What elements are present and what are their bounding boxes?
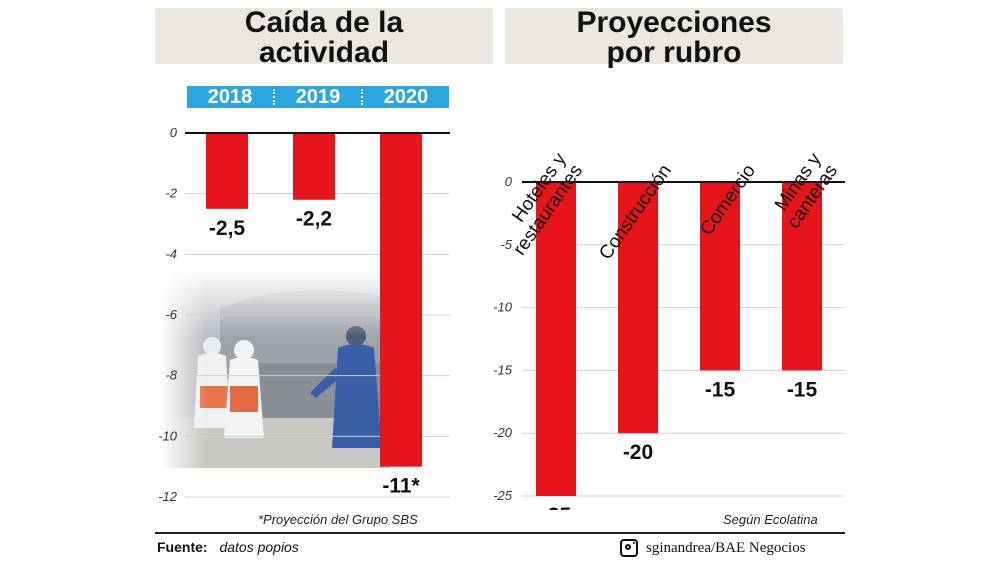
bar xyxy=(700,182,740,371)
y-tick-label: -10 xyxy=(493,300,513,315)
bar xyxy=(206,133,248,209)
y-tick-label: -10 xyxy=(158,428,178,443)
credit-text: sginandrea/BAE Negocios xyxy=(646,539,806,556)
bar xyxy=(293,133,335,200)
left-chart-title: Caída de la actividad xyxy=(155,6,493,68)
right-title-line-1: Proyecciones xyxy=(576,6,772,39)
footer-credit: sginandrea/BAE Negocios xyxy=(620,539,806,557)
bar-value-label: -20 xyxy=(623,441,653,464)
source-value: datos popios xyxy=(219,539,299,555)
year-divider xyxy=(273,89,275,105)
y-tick-label: 0 xyxy=(505,174,513,189)
year-header-bar: 2018 2019 2020 xyxy=(187,86,449,108)
left-title-line-1: Caída de la xyxy=(244,6,404,39)
y-tick-label: -12 xyxy=(158,489,178,504)
bar-value-label: -15 xyxy=(705,378,736,401)
left-title-line-2: actividad xyxy=(258,36,390,69)
y-tick-label: -15 xyxy=(493,362,513,377)
source-label: Fuente: xyxy=(157,539,208,555)
bar-value-label: -15 xyxy=(787,378,818,401)
bar-value-label: -11* xyxy=(382,475,420,498)
bar xyxy=(536,182,576,496)
footer-source: Fuente: datos popios xyxy=(157,539,299,555)
year-label-2019: 2019 xyxy=(295,86,341,108)
bar xyxy=(380,133,422,467)
bar-value-label: -2,2 xyxy=(296,208,332,231)
y-tick-label: -4 xyxy=(165,246,177,261)
bar xyxy=(618,182,658,434)
photo-illustration xyxy=(160,268,390,468)
y-tick-label: 0 xyxy=(170,125,178,140)
right-title-line-2: por rubro xyxy=(606,36,742,69)
bar-value-label: -2,5 xyxy=(209,217,246,240)
right-chart-note: Según Ecolatina xyxy=(723,512,818,527)
year-label-2018: 2018 xyxy=(207,86,253,108)
instagram-icon xyxy=(620,539,638,557)
footer-divider xyxy=(155,532,845,534)
category-label: Minas ycanteras xyxy=(767,149,843,233)
year-divider xyxy=(361,89,363,105)
left-bar-chart: 0 -2 -4 -6 -8 -10 -12 -2,5 -2,2 -11* xyxy=(158,125,450,504)
year-label-2020: 2020 xyxy=(383,86,429,108)
y-tick-label: -25 xyxy=(493,488,513,503)
y-tick-label: -8 xyxy=(165,368,177,383)
bar-value-label: -25 xyxy=(541,504,572,510)
y-tick-label: -5 xyxy=(500,237,512,252)
bar xyxy=(782,182,822,371)
health-workers-photo xyxy=(160,268,390,468)
left-chart-note: *Proyección del Grupo SBS xyxy=(258,512,418,527)
y-tick-label: -6 xyxy=(165,307,177,322)
y-tick-label: -20 xyxy=(493,425,513,440)
y-tick-label: -2 xyxy=(165,186,177,201)
right-chart-title: Proyecciones por rubro xyxy=(505,6,843,68)
